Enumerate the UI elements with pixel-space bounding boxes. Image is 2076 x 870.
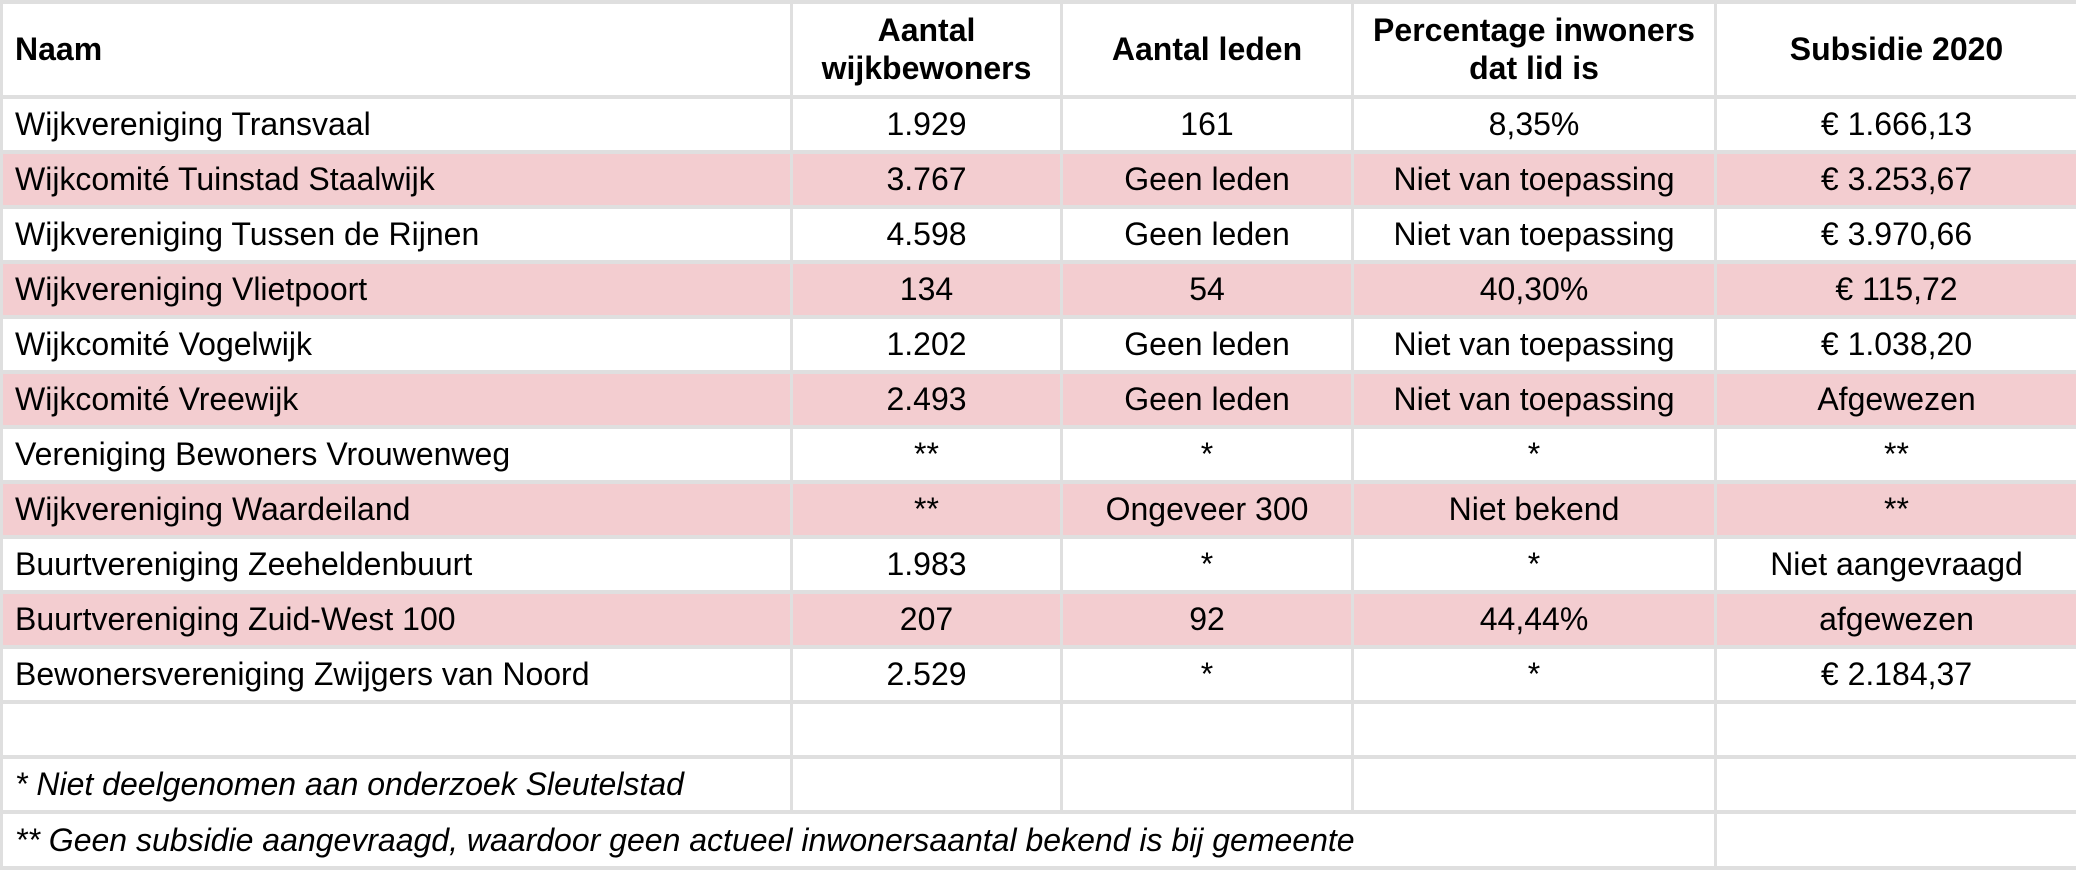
empty-cell [1062,757,1353,812]
empty-cell [1716,702,2076,757]
cell-aantal-leden: * [1062,647,1353,702]
empty-cell [1353,702,1716,757]
cell-percentage-inwoners-dat-lid-is: * [1353,647,1716,702]
cell-subsidie-2020: € 115,72 [1716,262,2076,317]
cell-naam: Bewonersvereniging Zwijgers van Noord [2,647,792,702]
cell-subsidie-2020: € 2.184,37 [1716,647,2076,702]
cell-percentage-inwoners-dat-lid-is: Niet van toepassing [1353,372,1716,427]
cell-aantal-leden: 54 [1062,262,1353,317]
cell-percentage-inwoners-dat-lid-is: Niet van toepassing [1353,207,1716,262]
cell-aantal-wijkbewoners: 1.929 [792,97,1062,152]
empty-cell [1716,812,2076,868]
empty-cell [792,702,1062,757]
table-row-vereniging-bewoners-vrouwenweg: Vereniging Bewoners Vrouwenweg****** [2,427,2076,482]
cell-percentage-inwoners-dat-lid-is: * [1353,537,1716,592]
cell-percentage-inwoners-dat-lid-is: 40,30% [1353,262,1716,317]
footnote-row-2: ** Geen subsidie aangevraagd, waardoor g… [2,812,2076,868]
cell-aantal-wijkbewoners: 207 [792,592,1062,647]
cell-aantal-leden: Geen leden [1062,372,1353,427]
column-header-aantal-wijkbewoners: Aantal wijkbewoners [792,2,1062,97]
cell-aantal-leden: Geen leden [1062,152,1353,207]
cell-aantal-wijkbewoners: ** [792,482,1062,537]
cell-aantal-wijkbewoners: 3.767 [792,152,1062,207]
empty-cell [2,702,792,757]
cell-aantal-leden: Geen leden [1062,207,1353,262]
cell-percentage-inwoners-dat-lid-is: Niet van toepassing [1353,317,1716,372]
cell-naam: Buurtvereniging Zuid-West 100 [2,592,792,647]
cell-aantal-leden: * [1062,537,1353,592]
cell-aantal-wijkbewoners: 2.493 [792,372,1062,427]
cell-aantal-wijkbewoners: 2.529 [792,647,1062,702]
cell-aantal-wijkbewoners: 1.202 [792,317,1062,372]
cell-aantal-leden: Geen leden [1062,317,1353,372]
cell-aantal-leden: Ongeveer 300 [1062,482,1353,537]
cell-subsidie-2020: € 1.666,13 [1716,97,2076,152]
cell-naam: Wijkvereniging Tussen de Rijnen [2,207,792,262]
cell-subsidie-2020: Afgewezen [1716,372,2076,427]
spacer-row [2,702,2076,757]
cell-subsidie-2020: € 3.253,67 [1716,152,2076,207]
cell-aantal-wijkbewoners: 4.598 [792,207,1062,262]
cell-naam: Wijkcomité Vogelwijk [2,317,792,372]
column-header-aantal-leden: Aantal leden [1062,2,1353,97]
column-header-naam: Naam [2,2,792,97]
cell-subsidie-2020: afgewezen [1716,592,2076,647]
empty-cell [1353,757,1716,812]
cell-subsidie-2020: ** [1716,427,2076,482]
empty-cell [1062,702,1353,757]
footnote-double-asterisk: ** Geen subsidie aangevraagd, waardoor g… [2,812,1716,868]
cell-naam: Wijkcomité Vreewijk [2,372,792,427]
column-header-subsidie-2020: Subsidie 2020 [1716,2,2076,97]
footnote-row-1: * Niet deelgenomen aan onderzoek Sleutel… [2,757,2076,812]
cell-subsidie-2020: € 3.970,66 [1716,207,2076,262]
cell-naam: Vereniging Bewoners Vrouwenweg [2,427,792,482]
empty-cell [1716,757,2076,812]
cell-naam: Wijkvereniging Waardeiland [2,482,792,537]
cell-aantal-wijkbewoners: ** [792,427,1062,482]
cell-aantal-leden: * [1062,427,1353,482]
cell-aantal-wijkbewoners: 134 [792,262,1062,317]
cell-naam: Wijkcomité Tuinstad Staalwijk [2,152,792,207]
cell-aantal-leden: 161 [1062,97,1353,152]
cell-percentage-inwoners-dat-lid-is: Niet bekend [1353,482,1716,537]
cell-subsidie-2020: € 1.038,20 [1716,317,2076,372]
cell-subsidie-2020: ** [1716,482,2076,537]
cell-subsidie-2020: Niet aangevraagd [1716,537,2076,592]
empty-cell [792,757,1062,812]
cell-aantal-leden: 92 [1062,592,1353,647]
cell-percentage-inwoners-dat-lid-is: Niet van toepassing [1353,152,1716,207]
cell-naam: Buurtvereniging Zeeheldenbuurt [2,537,792,592]
cell-aantal-wijkbewoners: 1.983 [792,537,1062,592]
cell-percentage-inwoners-dat-lid-is: 8,35% [1353,97,1716,152]
table-row-wijkvereniging-waardeiland: Wijkvereniging Waardeiland**Ongeveer 300… [2,482,2076,537]
cell-percentage-inwoners-dat-lid-is: 44,44% [1353,592,1716,647]
cell-naam: Wijkvereniging Transvaal [2,97,792,152]
footnote-single-asterisk: * Niet deelgenomen aan onderzoek Sleutel… [2,757,792,812]
cell-percentage-inwoners-dat-lid-is: * [1353,427,1716,482]
cell-naam: Wijkvereniging Vlietpoort [2,262,792,317]
column-header-percentage-inwoners-dat-lid-is: Percentage inwoners dat lid is [1353,2,1716,97]
